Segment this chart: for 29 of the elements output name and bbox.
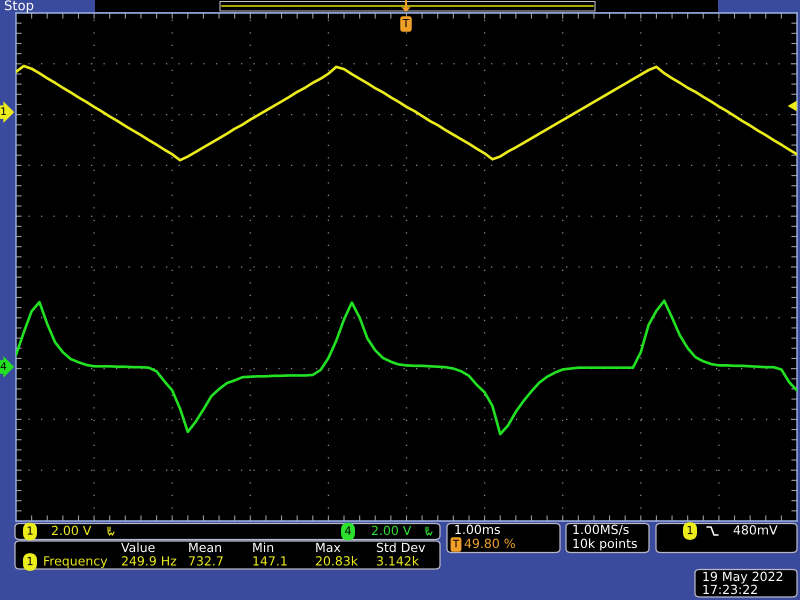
text: Stop: [4, 0, 34, 13]
text: 10k points: [573, 538, 637, 551]
text: 20.83k: [316, 556, 358, 566]
text: Mean: [189, 542, 221, 552]
text: 4: [345, 526, 351, 535]
text: 1: [688, 526, 693, 534]
text: 1: [28, 526, 33, 535]
text: 2.00 V: [52, 526, 92, 536]
text: 1: [1, 107, 6, 116]
text: 249.9 Hz: [122, 556, 176, 566]
text: Min: [253, 542, 274, 552]
series-label: 4: [0, 362, 6, 370]
text: 19 May 2022: [703, 572, 782, 584]
text: Std Dev: [376, 542, 426, 552]
text: Frequency: [44, 556, 108, 568]
text: 1.00ms: [455, 524, 500, 534]
text: 17:23:22: [703, 584, 757, 594]
text: 2.00 V: [372, 526, 412, 536]
text: 1: [28, 556, 33, 566]
text: T: [452, 540, 460, 548]
text: Max: [316, 542, 340, 552]
text: 3.142k: [376, 556, 419, 566]
text: T: [402, 18, 410, 28]
text: 1.00MS/s: [573, 524, 629, 536]
text: 732.7: [189, 556, 223, 566]
text: Value: [121, 542, 155, 552]
text: 49.80 %: [464, 538, 515, 548]
text: 480mV: [734, 525, 778, 535]
text: 147.1: [253, 556, 287, 566]
